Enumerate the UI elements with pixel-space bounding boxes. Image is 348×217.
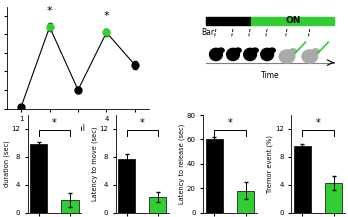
Text: *: *: [140, 118, 145, 128]
Text: Bar: Bar: [202, 28, 215, 36]
Text: *: *: [47, 6, 53, 16]
X-axis label: Trial: Trial: [70, 123, 86, 133]
Ellipse shape: [252, 48, 258, 53]
Ellipse shape: [244, 48, 256, 61]
Ellipse shape: [269, 48, 275, 53]
Ellipse shape: [290, 49, 296, 54]
Text: *: *: [316, 118, 320, 128]
Ellipse shape: [279, 50, 295, 63]
Ellipse shape: [209, 48, 222, 61]
Ellipse shape: [218, 48, 224, 53]
Ellipse shape: [312, 49, 319, 54]
FancyBboxPatch shape: [206, 17, 252, 25]
Y-axis label: Tremor event (%): Tremor event (%): [267, 135, 274, 193]
Bar: [30, 144, 47, 213]
Bar: [294, 146, 311, 213]
Bar: [149, 197, 166, 213]
Ellipse shape: [261, 48, 274, 61]
Y-axis label: Latency to move (sec): Latency to move (sec): [91, 127, 98, 201]
Bar: [206, 139, 223, 213]
Text: Time: Time: [261, 71, 279, 80]
Bar: [237, 191, 254, 213]
Y-axis label: Akinesia event
duration (sec): Akinesia event duration (sec): [0, 139, 10, 188]
Ellipse shape: [227, 48, 239, 61]
Ellipse shape: [302, 50, 318, 63]
Bar: [118, 159, 135, 213]
Text: *: *: [228, 118, 232, 128]
Bar: [62, 200, 79, 213]
Text: *: *: [104, 11, 109, 21]
FancyBboxPatch shape: [252, 17, 334, 25]
Text: ON: ON: [285, 16, 300, 25]
Ellipse shape: [235, 48, 241, 53]
Y-axis label: Latency to release (sec): Latency to release (sec): [179, 124, 185, 204]
Bar: [325, 183, 342, 213]
Text: *: *: [52, 118, 57, 128]
